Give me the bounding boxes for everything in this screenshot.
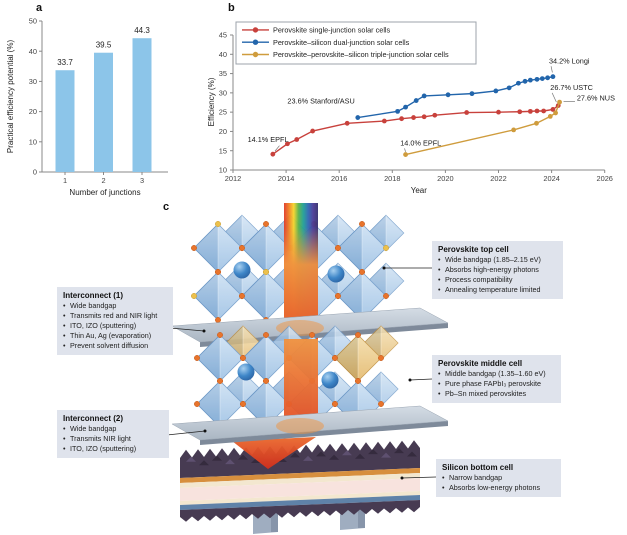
perovskite-middle-cell-bullets: Middle bandgap (1.35–1.60 eV)Pure phase … bbox=[438, 369, 555, 399]
svg-text:45: 45 bbox=[219, 31, 227, 40]
svg-text:2016: 2016 bbox=[331, 174, 347, 183]
svg-text:Year: Year bbox=[411, 186, 428, 195]
svg-text:50: 50 bbox=[29, 17, 37, 26]
svg-text:44.3: 44.3 bbox=[134, 26, 150, 35]
interconnect-2-bullets: Wide bandgapTransmits NIR lightITO, IZO … bbox=[63, 424, 163, 454]
svg-text:Number of junctions: Number of junctions bbox=[69, 188, 140, 197]
svg-text:0: 0 bbox=[33, 168, 37, 177]
svg-text:2018: 2018 bbox=[384, 174, 400, 183]
svg-text:10: 10 bbox=[29, 137, 37, 146]
perovskite-top-cell-box: Perovskite top cell Wide bandgap (1.85–2… bbox=[432, 241, 563, 299]
svg-text:Perovskite–silicon dual-juncti: Perovskite–silicon dual-junction solar c… bbox=[273, 38, 410, 47]
bullet-item: ITO, IZO (sputtering) bbox=[63, 444, 163, 454]
svg-text:40: 40 bbox=[219, 50, 227, 59]
svg-text:39.5: 39.5 bbox=[96, 41, 112, 50]
svg-text:20: 20 bbox=[29, 107, 37, 116]
perovskite-middle-cell-box: Perovskite middle cell Middle bandgap (1… bbox=[432, 355, 561, 403]
bullet-item: Pure phase FAPbI₃ perovskite bbox=[438, 379, 555, 389]
bullet-item: Prevent solvent diffusion bbox=[63, 341, 167, 351]
bullet-item: Process compatibility bbox=[438, 275, 557, 285]
svg-text:25: 25 bbox=[219, 108, 227, 117]
svg-text:2024: 2024 bbox=[543, 174, 559, 183]
svg-text:Perovskite–perovskite–silicon: Perovskite–perovskite–silicon triple-jun… bbox=[273, 50, 449, 59]
bullet-item: Wide bandgap bbox=[63, 424, 163, 434]
svg-text:23.6% Stanford/ASU: 23.6% Stanford/ASU bbox=[287, 96, 354, 105]
svg-text:26.7% USTC: 26.7% USTC bbox=[550, 83, 593, 92]
svg-text:2026: 2026 bbox=[596, 174, 612, 183]
svg-text:3: 3 bbox=[140, 176, 144, 185]
bullet-item: Middle bandgap (1.35–1.60 eV) bbox=[438, 369, 555, 379]
svg-text:Practical efficiency potential: Practical efficiency potential (%) bbox=[6, 40, 15, 154]
perovskite-top-cell-bullets: Wide bandgap (1.85–2.15 eV)Absorbs high-… bbox=[438, 255, 557, 295]
bullet-item: Narrow bandgap bbox=[442, 473, 555, 483]
svg-text:2012: 2012 bbox=[225, 174, 241, 183]
svg-text:14.0% EPFL: 14.0% EPFL bbox=[400, 138, 441, 147]
svg-text:30: 30 bbox=[29, 77, 37, 86]
svg-text:40: 40 bbox=[29, 47, 37, 56]
svg-text:10: 10 bbox=[219, 166, 227, 175]
svg-text:33.7: 33.7 bbox=[57, 58, 73, 67]
bullet-item: Wide bandgap (1.85–2.15 eV) bbox=[438, 255, 557, 265]
svg-text:27.6% NUS: 27.6% NUS bbox=[577, 94, 615, 103]
svg-text:14.1% EPFL: 14.1% EPFL bbox=[248, 135, 289, 144]
svg-text:2014: 2014 bbox=[278, 174, 294, 183]
svg-text:2022: 2022 bbox=[490, 174, 506, 183]
bullet-item: Wide bandgap bbox=[63, 301, 167, 311]
bullet-item: Pb–Sn mixed perovskites bbox=[438, 389, 555, 399]
silicon-bottom-cell-box: Silicon bottom cell Narrow bandgapAbsorb… bbox=[436, 459, 561, 497]
bullet-item: Thin Au, Ag (evaporation) bbox=[63, 331, 167, 341]
bullet-item: Transmits NIR light bbox=[63, 434, 163, 444]
bullet-item: Absorbs high-energy photons bbox=[438, 265, 557, 275]
bullet-item: Transmits red and NIR light bbox=[63, 311, 167, 321]
svg-text:30: 30 bbox=[219, 88, 227, 97]
svg-text:20: 20 bbox=[219, 127, 227, 136]
svg-text:34.2% Longi: 34.2% Longi bbox=[549, 57, 590, 66]
svg-text:15: 15 bbox=[219, 146, 227, 155]
svg-text:35: 35 bbox=[219, 69, 227, 78]
bullet-item: ITO, IZO (sputtering) bbox=[63, 321, 167, 331]
panel-b-label: b bbox=[228, 2, 235, 14]
svg-text:2020: 2020 bbox=[437, 174, 453, 183]
silicon-bottom-cell-title: Silicon bottom cell bbox=[442, 463, 514, 472]
svg-text:Perovskite single-junction sol: Perovskite single-junction solar cells bbox=[273, 26, 391, 35]
tandem-cell-diagram bbox=[166, 203, 449, 534]
interconnect-2-box: Interconnect (2) Wide bandgapTransmits N… bbox=[57, 410, 169, 458]
perovskite-middle-cell-title: Perovskite middle cell bbox=[438, 359, 523, 368]
svg-text:1: 1 bbox=[63, 176, 67, 185]
svg-text:Efficiency (%): Efficiency (%) bbox=[207, 77, 216, 126]
bullet-item: Absorbs low-energy photons bbox=[442, 483, 555, 493]
interconnect-1-box: Interconnect (1) Wide bandgapTransmits r… bbox=[57, 287, 173, 355]
interconnect-2-title: Interconnect (2) bbox=[63, 414, 124, 423]
interconnect-1-bullets: Wide bandgapTransmits red and NIR lightI… bbox=[63, 301, 167, 351]
panel-c-label: c bbox=[163, 201, 170, 213]
silicon-bottom-cell-bullets: Narrow bandgapAbsorbs low-energy photons bbox=[442, 473, 555, 493]
svg-text:2: 2 bbox=[101, 176, 105, 185]
line-chart-efficiency-records: 10 15 20 25 30 35 40 45 2012 2014 2016 2018 2020 2022… bbox=[207, 21, 615, 195]
panel-a-label: a bbox=[36, 2, 43, 14]
interconnect-1-title: Interconnect (1) bbox=[63, 291, 124, 300]
perovskite-top-cell-title: Perovskite top cell bbox=[438, 245, 509, 254]
bullet-item: Annealing temperature limited bbox=[438, 285, 557, 295]
